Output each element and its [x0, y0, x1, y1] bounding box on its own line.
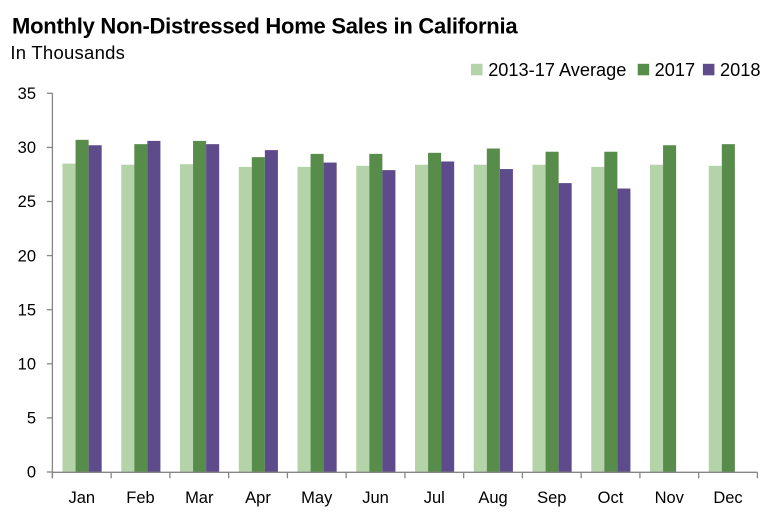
svg-text:10: 10: [18, 356, 36, 374]
svg-text:Aug: Aug: [478, 489, 507, 507]
svg-text:2013-17 Average: 2013-17 Average: [488, 60, 626, 80]
svg-text:20: 20: [18, 247, 36, 265]
svg-text:2017: 2017: [655, 60, 695, 80]
svg-text:25: 25: [18, 193, 36, 211]
svg-text:30: 30: [18, 139, 36, 157]
svg-text:Feb: Feb: [126, 489, 154, 507]
svg-text:Jun: Jun: [362, 489, 389, 507]
svg-text:Jan: Jan: [68, 489, 95, 507]
svg-text:Nov: Nov: [655, 489, 685, 507]
svg-text:0: 0: [27, 464, 36, 482]
svg-text:Dec: Dec: [713, 489, 742, 507]
svg-text:2018: 2018: [720, 60, 760, 80]
svg-text:Monthly Non-Distressed Home Sa: Monthly Non-Distressed Home Sales in Cal…: [12, 14, 518, 39]
svg-text:15: 15: [18, 301, 36, 319]
svg-text:35: 35: [18, 85, 36, 103]
svg-text:Sep: Sep: [537, 489, 566, 507]
svg-text:5: 5: [27, 410, 36, 428]
svg-text:Jul: Jul: [424, 489, 445, 507]
svg-text:Mar: Mar: [185, 489, 214, 507]
svg-text:Apr: Apr: [245, 489, 271, 507]
svg-text:Oct: Oct: [598, 489, 624, 507]
svg-text:May: May: [301, 489, 333, 507]
svg-text:In Thousands: In Thousands: [10, 42, 125, 63]
